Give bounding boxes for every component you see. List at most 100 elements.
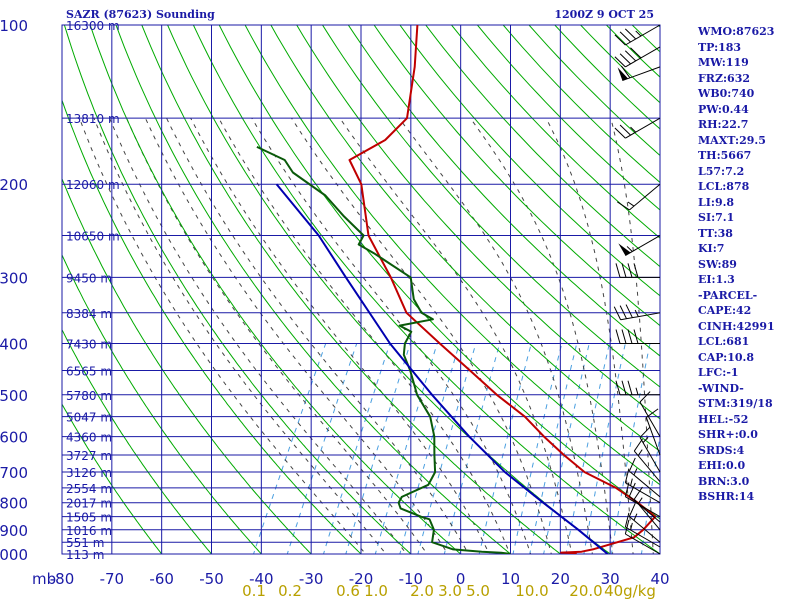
height-label: 2554 m	[66, 482, 112, 496]
dry-adiabat-line	[62, 177, 312, 554]
wind-barb-flag	[618, 243, 631, 256]
wind-barb	[614, 117, 661, 139]
index-row: WB0:740	[698, 87, 755, 100]
mixing-ratio-tick-label: 10.0	[515, 582, 548, 600]
wind-barb-shaft	[639, 401, 661, 437]
mixing-ratio-tick-label: 40g/kg	[604, 582, 656, 600]
wind-barb-feather	[619, 305, 627, 319]
mixing-ratio-tick-label: 2.0	[410, 582, 434, 600]
pressure-tick-label: 800	[0, 495, 28, 513]
wind-barb-feather	[639, 391, 651, 403]
height-label: 10650 m	[66, 230, 120, 244]
mixing-ratio-line	[529, 343, 578, 554]
wind-barb-shaft	[625, 24, 661, 46]
index-row: -WIND-	[698, 381, 744, 395]
dry-adiabat-line	[62, 328, 213, 554]
wind-barb-shaft	[645, 417, 661, 456]
wind-barb	[617, 183, 661, 211]
wind-barb-half-feather	[633, 468, 638, 476]
height-label: 16300 m	[66, 19, 120, 33]
dry-adiabat-line	[141, 25, 562, 554]
wind-barb-feather	[617, 201, 630, 211]
dry-adiabat-line	[62, 253, 263, 554]
wind-barb-feather	[627, 380, 633, 395]
index-row: EHI:0.0	[698, 459, 746, 472]
sounding-series	[256, 25, 657, 554]
wind-barb-feather	[614, 56, 626, 68]
wind-barb	[628, 482, 661, 523]
height-label: 1505 m	[66, 511, 112, 525]
wind-barb-shaft	[629, 495, 661, 523]
mixing-ratio-tick-label: 0.6	[336, 582, 360, 600]
wind-barb-feather	[627, 329, 633, 344]
wind-barb-feather	[633, 486, 643, 500]
wind-barb-shaft	[625, 482, 661, 504]
dewpoint-line	[256, 145, 511, 554]
mixing-ratio-line	[322, 343, 391, 554]
wind-barb	[628, 457, 661, 498]
wind-barb	[614, 24, 661, 46]
temperature-tick-label: 20	[551, 570, 570, 588]
height-label: 13810 m	[66, 112, 120, 126]
wind-barb-shaft	[625, 496, 661, 518]
wind-barb-half-feather	[637, 449, 643, 456]
dry-adiabat-line	[373, 25, 660, 327]
index-row: SW:89	[698, 257, 737, 271]
dry-adiabat-line	[425, 25, 660, 268]
height-label: 3126 m	[66, 466, 112, 480]
wind-barb-half-feather	[642, 437, 649, 443]
wind-barb-half-feather	[627, 201, 635, 207]
wind-barb-half-feather	[633, 513, 638, 521]
height-label: 4360 m	[66, 431, 112, 445]
index-row: TH:5667	[698, 149, 752, 162]
height-label: 551 m	[66, 536, 104, 550]
wind-barb	[639, 391, 661, 437]
temperature-tick-label: 10	[501, 570, 520, 588]
wind-barb-feather	[615, 329, 621, 344]
pressure-tick-label: 900	[0, 522, 28, 540]
index-row: TP:183	[698, 40, 742, 54]
wind-barb-feather	[633, 438, 643, 452]
plot-frame	[61, 24, 661, 555]
mixing-ratio-tick-label: 5.0	[466, 582, 490, 600]
pressure-tick-label: 700	[0, 464, 28, 482]
index-row: HEL:-52	[698, 412, 749, 426]
wind-barb-shaft	[629, 183, 661, 211]
wind-barb-feather	[624, 50, 637, 62]
dry-adiabat-line	[296, 25, 660, 420]
wind-barb	[639, 426, 661, 473]
wind-barb-half-feather	[635, 387, 639, 395]
wind-barb	[617, 65, 661, 82]
wind-barb-feather	[615, 263, 621, 278]
wind-barb-feather	[624, 28, 637, 40]
dry-adiabat-line	[322, 25, 660, 388]
wind-barb-half-feather	[635, 30, 642, 37]
index-row: SHR+:0.0	[698, 428, 758, 441]
mixing-ratio-tick-label: 0.2	[278, 582, 302, 600]
wind-barb	[624, 512, 661, 548]
index-row: LCL:878	[698, 180, 750, 193]
wind-barb	[615, 380, 660, 396]
chart-title: SAZR (87623) Sounding	[66, 8, 215, 21]
wind-barb-half-feather	[637, 497, 643, 505]
wind-barb-feather	[633, 329, 639, 344]
wind-barb-feather	[619, 124, 631, 136]
wind-barb-feather	[628, 482, 636, 497]
dry-adiabat-line	[399, 25, 660, 297]
temperature-tick-label: -40	[249, 570, 274, 588]
temperature-tick-label: -10	[399, 570, 424, 588]
wind-barb-feather	[614, 34, 626, 46]
wind-barbs	[613, 24, 661, 555]
dry-adiabats	[62, 25, 660, 554]
height-label: 5047 m	[66, 411, 112, 425]
height-label: 3727 m	[66, 449, 112, 463]
temperature-tick-label: -70	[100, 570, 125, 588]
index-row: SRDS:4	[698, 443, 745, 457]
wind-barb-shaft	[639, 437, 661, 473]
height-label: 12060 m	[66, 178, 120, 192]
pressure-tick-label: 1000	[0, 546, 28, 564]
wind-barb-feather	[630, 47, 642, 59]
index-row: LI:9.8	[698, 195, 735, 209]
wind-barb-feather	[624, 512, 630, 528]
